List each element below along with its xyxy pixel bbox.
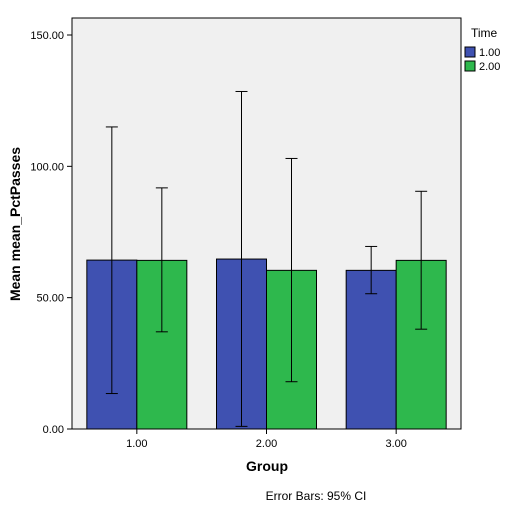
legend-swatch — [464, 46, 476, 58]
bar — [345, 269, 397, 430]
bars — [86, 258, 447, 430]
legend: Time 1.00 2.00 — [464, 26, 500, 73]
y-tick-label: 50.00 — [36, 293, 64, 305]
x-tick-label: 2.00 — [256, 438, 277, 450]
error-bars — [105, 90, 428, 427]
y-axis: 0.00 50.00 100.00 150.00 — [30, 30, 72, 436]
x-axis-title: Group — [246, 458, 288, 474]
y-tick-label: 0.00 — [43, 424, 64, 436]
legend-label: 2.00 — [479, 61, 500, 73]
legend-swatch — [464, 60, 476, 72]
y-axis-title: Mean mean_PctPasses — [7, 147, 23, 301]
error-bars-note: Error Bars: 95% CI — [266, 489, 367, 503]
bar — [395, 259, 447, 430]
x-tick-label: 1.00 — [126, 438, 147, 450]
x-tick-label: 3.00 — [385, 438, 406, 450]
legend-title: Time — [471, 26, 498, 40]
y-tick-label: 150.00 — [30, 30, 64, 42]
x-axis: 1.00 2.00 3.00 — [126, 429, 407, 450]
legend-label: 1.00 — [479, 47, 500, 59]
y-tick-label: 100.00 — [30, 161, 64, 173]
